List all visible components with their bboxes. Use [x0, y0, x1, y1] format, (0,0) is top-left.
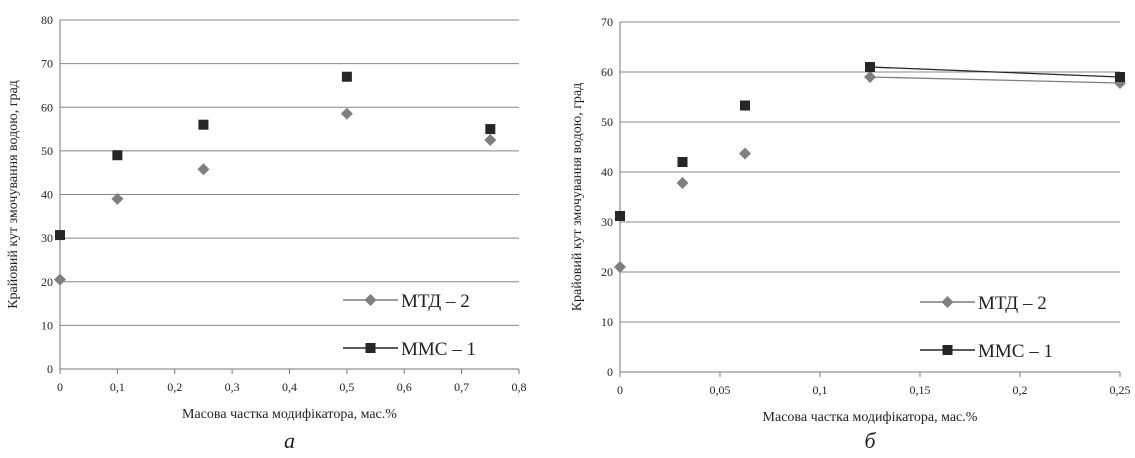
x-tick-label: 0,2	[1013, 383, 1028, 397]
x-axis-title: Масова частка модифікатора, мас.%	[763, 410, 978, 425]
y-tick-label: 10	[41, 318, 53, 332]
x-tick-label: 0,15	[910, 383, 931, 397]
data-point-mtd2	[864, 71, 876, 83]
x-tick-label: 0,25	[1110, 383, 1131, 397]
y-tick-label: 10	[601, 315, 613, 329]
data-point-mms1	[341, 71, 352, 82]
x-axis-title: Масова частка модифікатора, мас.%	[182, 407, 397, 422]
data-point-mms1	[1115, 72, 1125, 82]
data-point-mtd2	[484, 133, 497, 146]
x-tick-label: 0,3	[225, 380, 240, 394]
y-tick-label: 30	[41, 231, 53, 245]
data-point-mtd2	[111, 192, 124, 205]
chart-0: 0 10 20 30 40 50 60 70 80 0 0,1 0,2 0,3 0,4 0,5 0,6 0,7 0…	[6, 13, 527, 453]
x-tick-label: 0,5	[339, 380, 354, 394]
y-tick-label: 0	[47, 362, 53, 376]
data-point-mms1	[865, 62, 875, 72]
data-point-mtd2	[340, 107, 353, 120]
legend-marker-mtd2	[364, 294, 377, 306]
data-point-mtd2	[614, 261, 626, 273]
x-tick-label: 0,2	[167, 380, 182, 394]
y-tick-label: 50	[41, 144, 53, 158]
data-point-mms1	[55, 230, 65, 241]
y-tick-label: 30	[601, 215, 613, 229]
series-line-mms1	[869, 66, 1121, 78]
chart-1: 0 10 20 30 40 50 60 70 0 0,05 0,1 0,15 0,2 0,25 МТД – …	[570, 15, 1131, 453]
y-axis-title: Крайовий кут змочування водою, град	[570, 83, 585, 312]
legend-marker-mms1	[365, 343, 376, 353]
data-point-mms1	[677, 157, 688, 167]
x-tick-label: 0	[57, 380, 63, 394]
data-point-mtd2	[54, 273, 66, 286]
y-tick-label: 70	[601, 15, 613, 29]
data-point-mtd2	[739, 147, 751, 160]
y-tick-label: 70	[41, 57, 53, 71]
x-tick-label: 0,1	[813, 383, 828, 397]
data-point-mms1	[485, 124, 496, 135]
x-tick-label: 0,4	[282, 380, 297, 394]
data-point-mms1	[198, 119, 209, 130]
y-tick-label: 60	[41, 100, 53, 114]
legend-label-mms1: ММС – 1	[401, 339, 476, 360]
x-tick-label: 0,6	[397, 380, 412, 394]
legend-label-mms1: ММС – 1	[978, 341, 1053, 362]
y-tick-label: 50	[601, 115, 613, 129]
y-tick-label: 20	[41, 275, 53, 289]
y-tick-label: 0	[607, 365, 613, 379]
data-point-mms1	[112, 150, 123, 161]
y-tick-label: 20	[601, 265, 613, 279]
series-line-mtd2	[869, 76, 1121, 84]
x-tick-label: 0,7	[454, 380, 469, 394]
y-tick-label: 80	[41, 13, 53, 27]
data-point-mtd2	[676, 177, 689, 189]
x-tick-label: 0,1	[110, 380, 125, 394]
data-point-mms1	[740, 100, 750, 111]
y-tick-label: 60	[601, 65, 613, 79]
y-tick-label: 40	[601, 165, 613, 179]
panel-caption: а	[284, 428, 295, 453]
x-tick-label: 0,8	[512, 380, 527, 394]
legend-marker-mtd2	[941, 296, 954, 308]
data-point-mms1	[615, 211, 625, 221]
y-tick-label: 40	[41, 188, 53, 202]
x-tick-label: 0	[617, 383, 623, 397]
legend-label-mtd2: МТД – 2	[978, 293, 1047, 314]
y-axis-title: Крайовий кут змочування водою, град	[6, 80, 21, 309]
legend-label-mtd2: МТД – 2	[401, 291, 470, 312]
panel-caption: б	[864, 428, 876, 453]
legend-marker-mms1	[942, 345, 953, 355]
x-tick-label: 0,05	[710, 383, 731, 397]
data-point-mtd2	[197, 163, 210, 176]
